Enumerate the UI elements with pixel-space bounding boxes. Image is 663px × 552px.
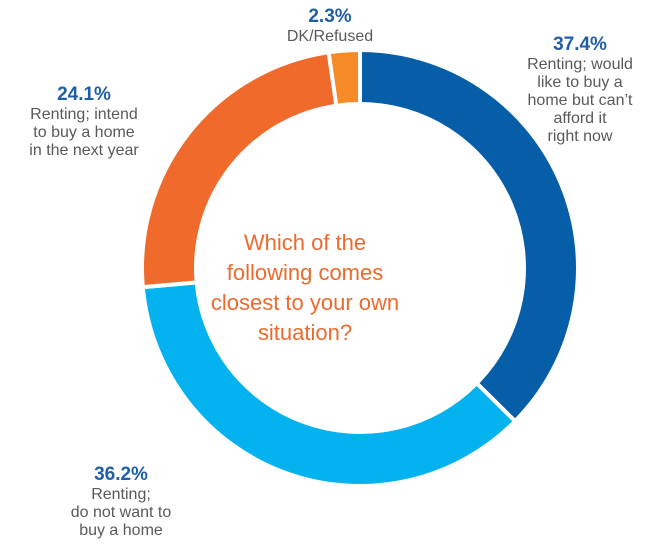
slice-description: Renting; would like to buy a home but ca… — [527, 56, 633, 145]
slice-value-label: 36.2% — [94, 464, 148, 485]
slice-cant-afford — [358, 47, 580, 425]
slice-value-label: 24.1% — [57, 84, 111, 105]
slice-label-dk-refused: 2.3% DK/Refused — [250, 6, 410, 46]
donut-slices — [140, 47, 580, 488]
slice-description: Renting; intend to buy a home in the nex… — [29, 106, 139, 159]
slice-label-do-not-want: 36.2% Renting; do not want to buy a home — [36, 464, 206, 540]
slice-value-label: 37.4% — [553, 34, 607, 55]
slice-dk-refused — [326, 47, 362, 108]
slice-label-cant-afford: 37.4% Renting; would like to buy a home … — [500, 34, 660, 146]
slice-label-intend-to-buy: 24.1% Renting; intend to buy a home in t… — [0, 84, 168, 160]
slice-description: Renting; do not want to buy a home — [70, 486, 172, 539]
slice-value-label: 2.3% — [308, 6, 352, 27]
slice-description: DK/Refused — [286, 28, 374, 45]
slice-do-not-want — [140, 280, 518, 488]
center-question: Which of the following comes closest to … — [210, 230, 400, 345]
